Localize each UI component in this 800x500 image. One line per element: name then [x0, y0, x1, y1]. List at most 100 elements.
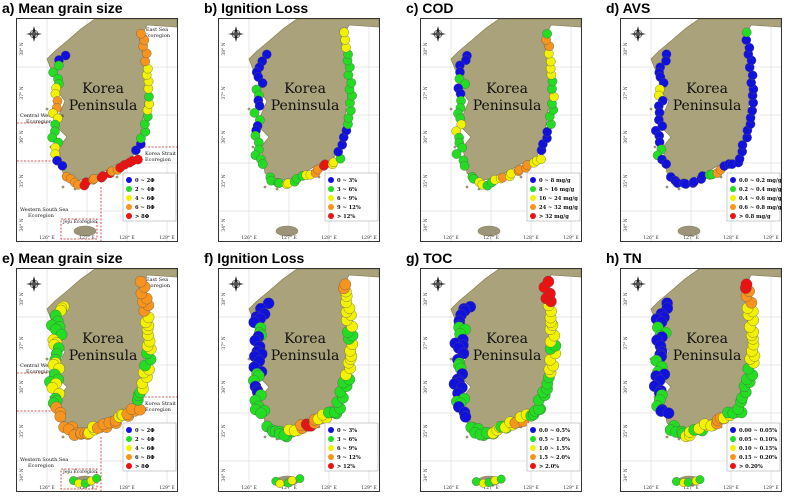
compass-ring [433, 279, 443, 289]
lat-tick-label: 38° N [623, 292, 629, 305]
peninsula-label: Peninsula [673, 98, 742, 114]
sample-point [54, 60, 64, 71]
sample-point [740, 278, 753, 291]
legend-label: 0.10 ~ 0.15% [739, 446, 777, 452]
legend-box [726, 422, 781, 472]
map-panel: e) Mean grain size Korea Peninsula 38° N 37… [0, 250, 196, 496]
sample-point [257, 159, 268, 169]
lat-tick-label: 36° N [19, 130, 25, 143]
small-island [453, 145, 457, 149]
sample-point [451, 149, 462, 159]
ecoregion-label: East Sea [146, 277, 168, 283]
ecoregion-label: Ecoregion [145, 157, 172, 163]
sample-point [144, 91, 154, 102]
peninsula-label: Korea [486, 81, 528, 97]
sample-points [448, 275, 562, 488]
small-island [677, 187, 681, 191]
legend-swatch [530, 204, 536, 210]
sample-point [48, 67, 58, 78]
compass-icon [430, 276, 446, 292]
peninsula-label: Peninsula [69, 98, 138, 114]
legend-swatch [328, 186, 334, 192]
lat-tick-label: 37° N [623, 86, 629, 99]
lat-tick-label: 35° N [423, 424, 429, 437]
legend-swatch [730, 454, 736, 460]
ecoregion-label: Central West Sea [20, 363, 64, 369]
small-island [45, 107, 49, 111]
jeju-island [477, 225, 501, 237]
compass-ring [29, 279, 39, 289]
sample-point [343, 70, 354, 80]
lat-tick-label: 37° N [221, 86, 227, 99]
legend-label: 6 ~ 8Φ [135, 455, 155, 461]
ecoregion-label: Western South Sea [20, 457, 68, 463]
lat-tick-label: 36° N [221, 380, 227, 393]
legend-label: 6 ~ 8Φ [135, 205, 155, 211]
sample-point [456, 119, 467, 130]
legend-label: 0.00 ~ 0.05% [739, 428, 777, 434]
lat-tick-label: 34° N [19, 468, 25, 481]
compass-icon [430, 26, 446, 42]
lat-tick-label: 34° N [423, 218, 429, 231]
lon-tick-label: 128° E [119, 235, 135, 241]
legend-label: 0 ~ 2Φ [135, 178, 155, 184]
legend-label: 16 ~ 24 mg/g [539, 196, 578, 202]
legend-swatch [530, 213, 536, 219]
legend-swatch [530, 454, 536, 460]
map-legend: 0 ~ 2Φ 2 ~ 4Φ 4 ~ 6Φ 6 ~ 8Φ > 8Φ [122, 422, 177, 472]
small-island [519, 175, 523, 179]
legend-box [526, 172, 581, 222]
map-panel: c) COD Korea Peninsula 38° N 37° N 36° N 35° … [404, 0, 600, 246]
legend-label: 6 ~ 9% [337, 196, 357, 202]
jeju-ecoregion-box [60, 218, 98, 240]
ecoregion-label: Jeju Ecoregion [62, 219, 97, 225]
legend-swatch [126, 445, 132, 451]
peninsula-label: Korea [82, 331, 124, 347]
legend-swatch [126, 463, 132, 469]
sample-point [672, 477, 681, 486]
lon-tick-label: 129° E [563, 235, 579, 241]
sample-point [57, 161, 68, 171]
small-island [449, 357, 453, 361]
legend-swatch [126, 454, 132, 460]
compass-icon [26, 276, 42, 292]
legend-label: > 8Φ [135, 464, 150, 470]
peninsula-label: Peninsula [673, 348, 742, 364]
legend-label: 0.2 ~ 0.4 mg/g [739, 187, 781, 193]
small-island [449, 107, 453, 111]
sample-point [657, 121, 668, 131]
lat-tick-label: 37° N [423, 336, 429, 349]
map-frame: Korea Peninsula 38° N 37° N 36° N 35° N 34° N 1… [620, 268, 782, 492]
sample-point [546, 56, 556, 67]
ecoregion-label: Ecoregion [145, 407, 172, 413]
sample-point [257, 78, 268, 88]
sample-point [662, 407, 675, 419]
legend-swatch [126, 195, 132, 201]
map-legend: 0 ~ 3% 3 ~ 6% 6 ~ 9% 9 ~ 12% > 12% [324, 172, 379, 222]
legend-label: 4 ~ 6Φ [135, 446, 155, 452]
legend-swatch [530, 427, 536, 433]
lat-tick-label: 38° N [423, 292, 429, 305]
ecoregion-label: Central West Sea [20, 113, 64, 119]
sample-point [339, 278, 352, 291]
map-legend: 0.0 ~ 0.2 mg/g 0.2 ~ 0.4 mg/g 0.4 ~ 0.6 mg… [726, 172, 781, 222]
legend-swatch [730, 427, 736, 433]
legend-swatch [126, 436, 132, 442]
legend-swatch [530, 195, 536, 201]
lat-tick-label: 38° N [221, 42, 227, 55]
lon-tick-label: 128° E [119, 485, 135, 491]
lat-tick-label: 36° N [19, 380, 25, 393]
legend-label: > 2.0% [539, 464, 559, 470]
small-island [115, 175, 119, 179]
legend-swatch [730, 186, 736, 192]
lon-tick-label: 128° E [723, 235, 739, 241]
sample-point [134, 275, 147, 288]
sample-point [254, 101, 265, 111]
lat-tick-label: 35° N [623, 174, 629, 187]
map-panel: d) AVS Korea Peninsula 38° N 37° N 36° N 35° … [604, 0, 800, 246]
peninsula-label: Korea [686, 81, 728, 97]
lat-tick-label: 34° N [19, 218, 25, 231]
